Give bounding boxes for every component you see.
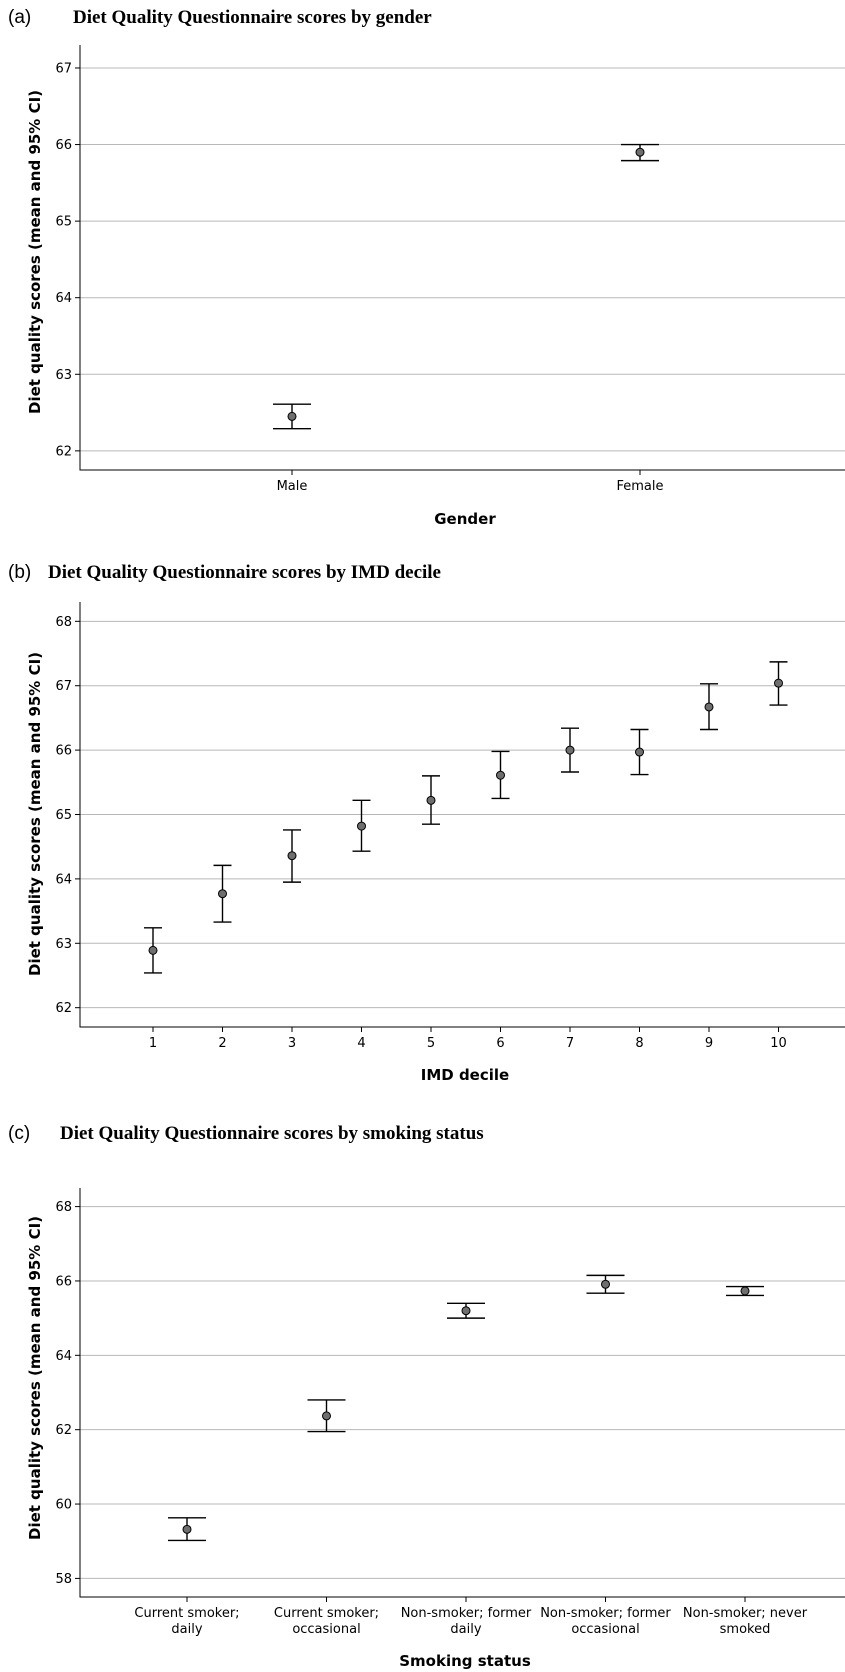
x-axis-title-gender: Gender — [434, 510, 496, 528]
mean-point-imd-0 — [148, 945, 158, 955]
x-tick-label-imd-8: 9 — [705, 1036, 713, 1051]
y-tick-label-gender-64: 64 — [55, 291, 72, 306]
mean-point-imd-2 — [287, 851, 297, 861]
y-tick-label-imd-66: 66 — [55, 744, 72, 759]
panel-label-b: (b) — [8, 562, 31, 583]
axes-smoking — [79, 1188, 845, 1598]
axes-imd — [79, 602, 845, 1028]
y-tick-label-gender-66: 66 — [55, 138, 72, 153]
y-tick-label-smoking-60: 60 — [55, 1498, 72, 1513]
x-tick-label-smoking-2: Non-smoker; former daily — [401, 1606, 532, 1637]
y-tick-label-gender-63: 63 — [55, 368, 72, 383]
mean-point-imd-9 — [774, 678, 783, 688]
x-tick-label-imd-4: 5 — [427, 1036, 435, 1051]
x-tick-label-imd-3: 4 — [357, 1036, 365, 1051]
y-tick-label-gender-62: 62 — [55, 444, 72, 459]
mean-point-imd-7 — [635, 747, 644, 757]
mean-point-imd-4 — [426, 795, 436, 805]
axes-gender — [79, 45, 845, 471]
chart-title-gender: Diet Quality Questionnaire scores by gen… — [73, 7, 432, 28]
y-tick-label-smoking-58: 58 — [55, 1572, 72, 1587]
y-tick-label-imd-64: 64 — [55, 872, 72, 887]
x-tick-label-imd-5: 6 — [496, 1036, 504, 1051]
x-tick-label-imd-0: 1 — [149, 1036, 157, 1051]
x-tick-label-imd-7: 8 — [635, 1036, 643, 1051]
y-tick-label-smoking-62: 62 — [55, 1423, 72, 1438]
panel-label-c: (c) — [8, 1123, 30, 1144]
x-tick-label-smoking-3: Non-smoker; former occasional — [540, 1606, 671, 1637]
mean-point-imd-1 — [218, 889, 227, 899]
mean-point-smoking-3 — [601, 1279, 610, 1289]
mean-point-gender-0 — [287, 411, 297, 421]
x-tick-label-imd-1: 2 — [218, 1036, 226, 1051]
y-tick-label-gender-67: 67 — [55, 61, 72, 76]
x-tick-label-imd-2: 3 — [288, 1036, 296, 1051]
mean-point-imd-6 — [565, 745, 575, 755]
x-tick-label-imd-9: 10 — [770, 1036, 787, 1051]
mean-point-smoking-4 — [740, 1286, 750, 1296]
mean-point-imd-5 — [496, 770, 505, 780]
x-tick-label-gender-1: Female — [616, 479, 663, 494]
y-axis-title-imd: Diet quality scores (mean and 95% CI) — [26, 652, 44, 976]
x-axis-title-imd: IMD decile — [421, 1066, 509, 1084]
chart-title-smoking: Diet Quality Questionnaire scores by smo… — [60, 1123, 484, 1144]
mean-point-smoking-2 — [461, 1306, 471, 1316]
y-tick-label-imd-65: 65 — [55, 808, 72, 823]
x-tick-label-smoking-0: Current smoker; daily — [134, 1606, 239, 1637]
x-tick-label-gender-0: Male — [277, 479, 308, 494]
y-tick-label-imd-63: 63 — [55, 937, 72, 952]
chart-title-imd: Diet Quality Questionnaire scores by IMD… — [48, 562, 441, 583]
mean-point-smoking-0 — [182, 1524, 192, 1534]
panel-gender: (a) Diet Quality Questionnaire scores by… — [8, 7, 845, 528]
y-tick-label-smoking-64: 64 — [55, 1349, 72, 1364]
y-tick-label-smoking-66: 66 — [55, 1274, 72, 1289]
y-axis-title-gender: Diet quality scores (mean and 95% CI) — [26, 90, 44, 414]
y-tick-label-imd-68: 68 — [55, 615, 72, 630]
mean-point-gender-1 — [635, 147, 645, 157]
x-tick-label-smoking-4: Non-smoker; never smoked — [683, 1606, 808, 1637]
y-tick-label-gender-65: 65 — [55, 215, 72, 230]
y-tick-label-imd-67: 67 — [55, 679, 72, 694]
mean-point-smoking-1 — [322, 1411, 331, 1421]
panel-imd-decile: (b) Diet Quality Questionnaire scores by… — [8, 562, 845, 1084]
panel-label-a: (a) — [8, 7, 31, 28]
y-tick-label-smoking-68: 68 — [55, 1200, 72, 1215]
mean-point-imd-3 — [357, 821, 366, 831]
x-tick-label-imd-6: 7 — [566, 1036, 574, 1051]
panel-smoking-status: (c) Diet Quality Questionnaire scores by… — [8, 1123, 845, 1670]
y-axis-title-smoking: Diet quality scores (mean and 95% CI) — [26, 1216, 44, 1540]
x-tick-label-smoking-1: Current smoker; occasional — [274, 1606, 379, 1637]
mean-point-imd-8 — [704, 702, 714, 712]
y-tick-label-imd-62: 62 — [55, 1001, 72, 1016]
x-axis-title-smoking: Smoking status — [399, 1652, 531, 1670]
